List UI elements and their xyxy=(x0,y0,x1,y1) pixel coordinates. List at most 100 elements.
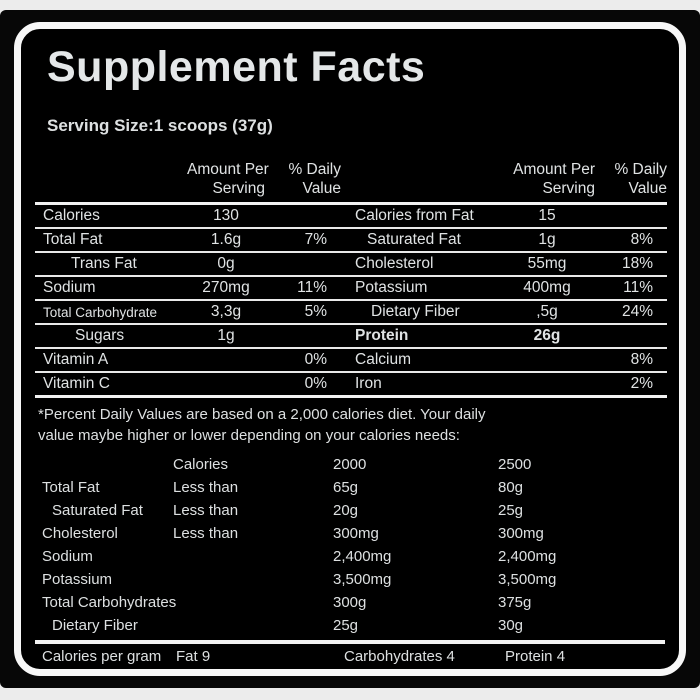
dv-row-total-fat: Total Fat Less than 65g 80g xyxy=(38,476,660,499)
header-daily-value-right: % Daily Value xyxy=(595,160,667,204)
facts-row-sugars-protein: Sugars 1g Protein 26g xyxy=(35,324,667,348)
daily-values-reference-table: Calories 2000 2500 Total Fat Less than 6… xyxy=(38,453,660,637)
dv-2500-value: 3,500mg xyxy=(498,571,557,588)
daily-value-footnote: *Percent Daily Values are based on a 2,0… xyxy=(38,404,679,446)
footnote-line-1: *Percent Daily Values are based on a 2,0… xyxy=(38,406,486,423)
calories-per-gram-row: Calories per gram Fat 9 Carbohydrates 4 … xyxy=(35,640,665,669)
nutrient-daily-value: 11% xyxy=(623,279,653,296)
nutrient-name: Total Carbohydrate xyxy=(43,304,158,320)
dv-2500-value: 80g xyxy=(498,479,524,496)
nutrient-amount: 1g xyxy=(217,327,235,344)
header-amount-per-serving-left: Amount Per Serving xyxy=(187,160,269,204)
nutrient-name: Total Fat xyxy=(43,231,103,248)
dv-2500-value: 25g xyxy=(498,502,524,519)
dv-2000-value: 25g xyxy=(333,617,359,634)
facts-header-row: Amount Per Serving % Daily Value Amount … xyxy=(35,160,667,204)
nutrient-name: Sodium xyxy=(43,279,96,296)
nutrient-daily-value xyxy=(595,204,667,229)
dv-name: Total Fat xyxy=(42,479,100,496)
header-spacer xyxy=(35,160,187,204)
header-spacer xyxy=(341,160,499,204)
nutrient-amount: 1.6g xyxy=(210,231,242,248)
facts-row-sodium: Sodium 270mg 11% Potassium 400mg 11% xyxy=(35,276,667,300)
dv-2500-value: 375g xyxy=(498,594,532,611)
nutrient-name: Protein xyxy=(355,327,409,344)
header-percent-daily-label: % Daily xyxy=(288,161,341,178)
dv-2000-value: 2000 xyxy=(333,456,367,473)
nutrient-daily-value: 11% xyxy=(297,279,327,296)
footnote-line-2: value maybe higher or lower depending on… xyxy=(38,427,460,444)
nutrient-amount: 26g xyxy=(533,327,561,344)
dv-2000-value: 65g xyxy=(333,479,359,496)
carbohydrates-calories-per-gram: Carbohydrates 4 xyxy=(344,648,455,665)
fat-calories-per-gram: Fat 9 xyxy=(176,648,211,665)
facts-row-calories: Calories 130 Calories from Fat 15 xyxy=(35,204,667,229)
nutrient-name: Potassium xyxy=(355,279,428,296)
dv-row-dietary-fiber: Dietary Fiber 25g 30g xyxy=(38,614,660,637)
dv-qualifier: Less than xyxy=(173,479,239,496)
dv-qualifier xyxy=(173,545,333,568)
dv-qualifier: Less than xyxy=(173,502,239,519)
dv-qualifier xyxy=(173,591,333,614)
header-value-label: Value xyxy=(628,180,668,197)
supplement-facts-panel: Supplement Facts Serving Size:1 scoops (… xyxy=(14,22,686,676)
nutrient-name: Vitamin A xyxy=(43,351,109,368)
nutrient-daily-value: 5% xyxy=(304,303,327,320)
dv-2500-value: 2500 xyxy=(498,456,532,473)
header-serving-label: Serving xyxy=(542,180,595,197)
calories-per-gram-label: Calories per gram xyxy=(42,648,162,665)
nutrient-daily-value xyxy=(265,324,341,348)
dv-name xyxy=(38,453,173,476)
nutrient-daily-value xyxy=(595,324,667,348)
nutrient-name: Calcium xyxy=(355,351,411,368)
nutrient-name: Trans Fat xyxy=(71,255,137,272)
serving-size: Serving Size:1 scoops (37g) xyxy=(47,116,273,135)
nutrient-amount: 15 xyxy=(538,207,556,224)
nutrient-daily-value xyxy=(265,204,341,229)
facts-table: Amount Per Serving % Daily Value Amount … xyxy=(35,160,667,398)
dv-qualifier xyxy=(173,614,333,637)
dv-name: Potassium xyxy=(42,571,113,588)
nutrient-daily-value: 2% xyxy=(630,375,653,392)
header-value-label: Value xyxy=(302,180,342,197)
nutrient-name: Sugars xyxy=(75,327,125,344)
nutrient-daily-value: 7% xyxy=(304,231,327,248)
header-amount-per-serving-right: Amount Per Serving xyxy=(499,160,595,204)
nutrient-daily-value: 24% xyxy=(621,303,653,320)
nutrient-amount: ,5g xyxy=(536,303,558,320)
nutrient-amount: 400mg xyxy=(523,279,571,296)
calories-per-gram-values: Calories per gram Fat 9 Carbohydrates 4 … xyxy=(35,642,665,669)
dv-2500-value: 2,400mg xyxy=(498,548,557,565)
nutrient-amount xyxy=(187,348,265,372)
dv-row-saturated-fat: Saturated Fat Less than 20g 25g xyxy=(38,499,660,522)
nutrient-daily-value xyxy=(265,252,341,276)
nutrient-name: Saturated Fat xyxy=(367,231,461,248)
nutrient-daily-value: 8% xyxy=(630,351,653,368)
nutrient-amount: 3,3g xyxy=(210,303,242,320)
dv-name: Saturated Fat xyxy=(52,502,143,519)
dv-2000-value: 300mg xyxy=(333,525,379,542)
dv-2000-value: 300g xyxy=(333,594,367,611)
header-daily-value-left: % Daily Value xyxy=(265,160,341,204)
nutrient-amount xyxy=(499,372,595,397)
nutrient-amount: 0g xyxy=(217,255,235,272)
dv-row-cholesterol: Cholesterol Less than 300mg 300mg xyxy=(38,522,660,545)
header-amount-per-label: Amount Per xyxy=(513,161,595,178)
dv-2000-value: 3,500mg xyxy=(333,571,392,588)
dv-2500-value: 300mg xyxy=(498,525,544,542)
protein-calories-per-gram: Protein 4 xyxy=(505,648,566,665)
nutrient-amount: 270mg xyxy=(202,279,250,296)
nutrient-amount: 55mg xyxy=(527,255,567,272)
nutrient-name: Iron xyxy=(355,375,382,392)
dv-header-row: Calories 2000 2500 xyxy=(38,453,660,476)
dv-qualifier: Less than xyxy=(173,525,239,542)
dv-name: Dietary Fiber xyxy=(52,617,138,634)
dv-row-total-carbohydrates: Total Carbohydrates 300g 375g xyxy=(38,591,660,614)
nutrient-daily-value: 18% xyxy=(621,255,653,272)
nutrient-daily-value: 0% xyxy=(304,375,327,392)
facts-row-total-carbohydrate: Total Carbohydrate 3,3g 5% Dietary Fiber… xyxy=(35,300,667,324)
dv-name: Cholesterol xyxy=(42,525,118,542)
dv-2500-value: 30g xyxy=(498,617,524,634)
panel-title: Supplement Facts xyxy=(47,43,426,91)
